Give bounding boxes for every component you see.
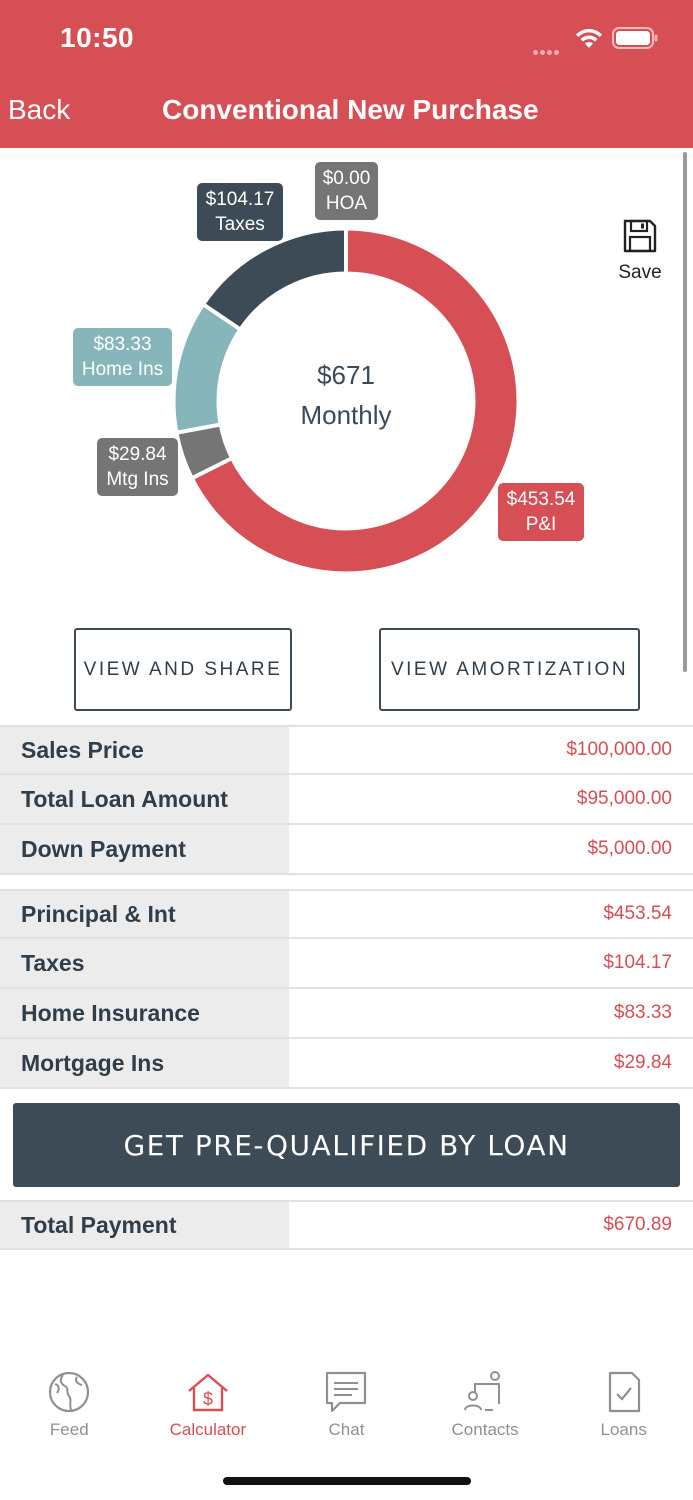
status-time: 10:50 <box>60 22 135 53</box>
wifi-icon <box>576 28 602 48</box>
loan-summary-table: Sales Price $100,000.00 Total Loan Amoun… <box>0 725 693 875</box>
table-row: Total Loan Amount $95,000.00 <box>0 775 693 825</box>
view-and-share-button[interactable]: VIEW AND SHARE <box>74 628 292 711</box>
document-check-icon <box>608 1371 640 1413</box>
row-value[interactable]: $95,000.00 <box>576 788 672 809</box>
slice-separator <box>176 422 222 435</box>
tab-feed[interactable]: Feed <box>0 1360 139 1450</box>
svg-text:$: $ <box>203 1389 213 1409</box>
label-hoa: $0.00 HOA <box>315 162 378 220</box>
label-home-ins-name: Home Ins <box>81 359 164 380</box>
row-label: Home Insurance <box>0 989 289 1037</box>
tab-label: Feed <box>49 1420 89 1439</box>
label-pi: $453.54 P&I <box>498 483 584 541</box>
slice-separator <box>202 302 242 332</box>
row-value[interactable]: $453.54 <box>603 903 672 924</box>
chat-icon <box>326 1371 367 1413</box>
floppy-disk-icon <box>623 219 657 253</box>
tab-contacts[interactable]: Contacts <box>416 1360 555 1450</box>
tab-bar: Feed $ Calculator Chat Contacts <box>0 1360 693 1450</box>
tab-loans[interactable]: Loans <box>554 1360 693 1450</box>
row-value[interactable]: $5,000.00 <box>587 838 672 859</box>
row-label: Total Loan Amount <box>0 775 289 823</box>
tab-label: Calculator <box>169 1420 247 1439</box>
row-label: Sales Price <box>0 727 289 773</box>
slice-home-ins <box>175 230 517 572</box>
row-label: Mortgage Ins <box>0 1039 289 1087</box>
save-label: Save <box>618 262 662 283</box>
battery-icon <box>612 27 658 49</box>
label-mtg-ins-amount: $29.84 <box>108 444 167 465</box>
nav-header: 10:50 Back Conventional New Purchase <box>0 0 693 148</box>
label-hoa-name: HOA <box>325 193 368 214</box>
table-row: Sales Price $100,000.00 <box>0 725 693 775</box>
label-mtg-ins: $29.84 Mtg Ins <box>97 438 178 496</box>
row-label: Total Payment <box>0 1202 289 1248</box>
label-mtg-ins-name: Mtg Ins <box>106 469 169 490</box>
label-home-ins-amount: $83.33 <box>93 334 152 355</box>
row-label: Taxes <box>0 939 289 987</box>
label-taxes-name: Taxes <box>215 214 265 235</box>
row-value: $670.89 <box>603 1214 672 1235</box>
globe-icon <box>49 1371 90 1413</box>
label-taxes-amount: $104.17 <box>205 189 275 210</box>
home-indicator[interactable] <box>223 1477 471 1485</box>
page-title: Conventional New Purchase <box>162 94 539 125</box>
tab-label: Chat <box>328 1420 365 1439</box>
table-row: Home Insurance $83.33 <box>0 989 693 1039</box>
payment-breakdown-table: Principal & Int $453.54 Taxes $104.17 Ho… <box>0 889 693 1089</box>
scroll-indicator[interactable] <box>683 152 687 672</box>
row-value[interactable]: $83.33 <box>613 1002 672 1023</box>
table-row: Mortgage Ins $29.84 <box>0 1039 693 1089</box>
tab-chat[interactable]: Chat <box>277 1360 416 1450</box>
contacts-icon <box>464 1371 501 1411</box>
label-pi-name: P&I <box>525 514 557 535</box>
tab-label: Contacts <box>451 1420 519 1439</box>
row-value[interactable]: $29.84 <box>613 1052 672 1073</box>
tab-calculator[interactable]: $ Calculator <box>139 1360 278 1450</box>
table-row: Down Payment $5,000.00 <box>0 825 693 875</box>
center-value: $671 <box>317 360 375 390</box>
center-label: Monthly <box>300 400 392 430</box>
table-row: Total Payment $670.89 <box>0 1200 693 1250</box>
signal-icon <box>533 42 567 55</box>
label-home-ins: $83.33 Home Ins <box>73 328 172 386</box>
slice-separator <box>190 456 233 481</box>
house-dollar-icon: $ <box>188 1373 228 1412</box>
total-payment-table: Total Payment $670.89 <box>0 1200 693 1250</box>
view-amortization-button[interactable]: VIEW AMORTIZATION <box>379 628 640 711</box>
label-taxes: $104.17 Taxes <box>197 183 283 241</box>
table-row: Taxes $104.17 <box>0 939 693 989</box>
table-row: Principal & Int $453.54 <box>0 889 693 939</box>
row-value[interactable]: $104.17 <box>603 952 672 973</box>
back-button[interactable]: Back <box>8 94 71 125</box>
row-value[interactable]: $100,000.00 <box>566 739 672 760</box>
payment-donut-chart: $671 Monthly $0.00 HOA $104.17 Taxes $83… <box>0 148 693 608</box>
label-pi-amount: $453.54 <box>506 489 576 510</box>
save-button[interactable]: Save <box>610 218 670 284</box>
tab-label: Loans <box>600 1420 647 1439</box>
row-label: Down Payment <box>0 825 289 873</box>
row-label: Principal & Int <box>0 891 289 937</box>
label-hoa-amount: $0.00 <box>322 168 371 189</box>
get-pre-qualified-button[interactable]: GET PRE-QUALIFIED BY LOAN <box>13 1103 680 1187</box>
donut-svg <box>175 228 517 572</box>
